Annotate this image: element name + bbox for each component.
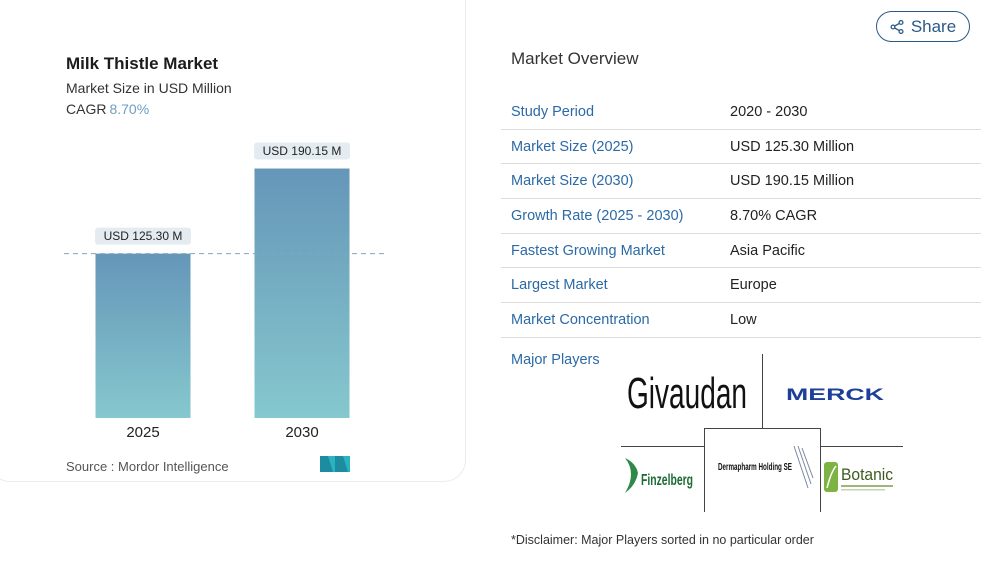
data-label-bg <box>95 227 191 245</box>
disclaimer: *Disclaimer: Major Players sorted in no … <box>511 533 814 547</box>
botanic-logo: Botanic <box>824 462 893 492</box>
cagr-line: CAGR 8.70% <box>66 101 149 117</box>
logo-divider <box>820 446 903 447</box>
bar <box>95 253 191 418</box>
overview-row: Market Size (2030) USD 190.15 Million <box>501 164 981 200</box>
overview-row-label: Market Size (2030) <box>511 173 634 190</box>
finzelberg-logo: Finzelberg <box>625 458 693 493</box>
overview-row: Market Concentration Low <box>501 303 981 338</box>
overview-row-label: Largest Market <box>511 277 608 294</box>
data-label-bg <box>254 142 350 160</box>
svg-text:Dermapharm Holding SE: Dermapharm Holding SE <box>718 462 792 473</box>
chart-card <box>0 0 466 482</box>
svg-text:Botanic: Botanic <box>841 465 893 484</box>
overview-row: Market Size (2025) USD 125.30 Million <box>501 130 981 165</box>
overview-row-label: Market Size (2025) <box>511 138 634 155</box>
overview-row: Largest Market Europe <box>501 268 981 304</box>
overview-row-label: Fastest Growing Market <box>511 242 665 259</box>
x-tick-label: 2025 <box>126 424 159 441</box>
overview-row: Study Period 2020 - 2030 <box>501 95 981 130</box>
logo-divider <box>820 428 821 512</box>
overview-row: Growth Rate (2025 - 2030) 8.70% CAGR <box>501 199 981 234</box>
logo-divider <box>704 428 821 429</box>
overview-row-value: Low <box>730 312 757 329</box>
cagr-value: 8.70% <box>109 101 150 117</box>
overview-row-value: 2020 - 2030 <box>730 104 808 120</box>
bar-chart: USD 125.30 M 2025 USD 190.15 M 2030 <box>64 142 385 441</box>
overview-row-value: USD 190.15 Million <box>730 173 855 190</box>
major-players-label: Major Players <box>511 352 600 368</box>
logo-divider <box>762 354 763 428</box>
svg-text:Finzelberg: Finzelberg <box>641 472 693 489</box>
cagr-label: CAGR <box>66 101 107 117</box>
overview-row-label: Market Concentration <box>511 312 650 329</box>
overview-row-value: USD 125.30 Million <box>730 138 855 155</box>
merck-logo: MERCK <box>786 385 885 404</box>
source-label: Source : Mordor Intelligence <box>66 459 229 474</box>
chart-title: Milk Thistle Market <box>66 54 219 73</box>
x-tick-label: 2030 <box>285 424 318 441</box>
overview-row-value: Europe <box>730 277 777 294</box>
data-label: USD 125.30 M <box>104 229 183 243</box>
share-icon <box>890 19 904 34</box>
overview-row-value: Asia Pacific <box>730 242 805 259</box>
bar <box>254 168 350 418</box>
svg-text:MERCK: MERCK <box>786 385 885 404</box>
givaudan-logo: Givaudan <box>627 369 747 418</box>
logo-divider <box>621 446 704 447</box>
overview-table: Study Period 2020 - 2030 Market Size (20… <box>501 95 981 338</box>
data-label: USD 190.15 M <box>263 144 342 158</box>
dermapharm-logo: Dermapharm Holding SE <box>718 445 814 489</box>
mordor-logo <box>320 456 350 472</box>
share-label: Share <box>910 16 957 36</box>
overview-row-value: 8.70% CAGR <box>730 208 818 225</box>
overview-row-label: Growth Rate (2025 - 2030) <box>511 208 684 225</box>
logo-divider <box>704 428 705 512</box>
overview-row-label: Study Period <box>511 104 595 120</box>
svg-text:Givaudan: Givaudan <box>627 369 747 418</box>
overview-row: Fastest Growing Market Asia Pacific <box>501 234 981 269</box>
chart-subtitle: Market Size in USD Million <box>66 80 232 96</box>
share-button[interactable]: Share <box>876 11 970 42</box>
overview-title: Market Overview <box>511 49 639 68</box>
